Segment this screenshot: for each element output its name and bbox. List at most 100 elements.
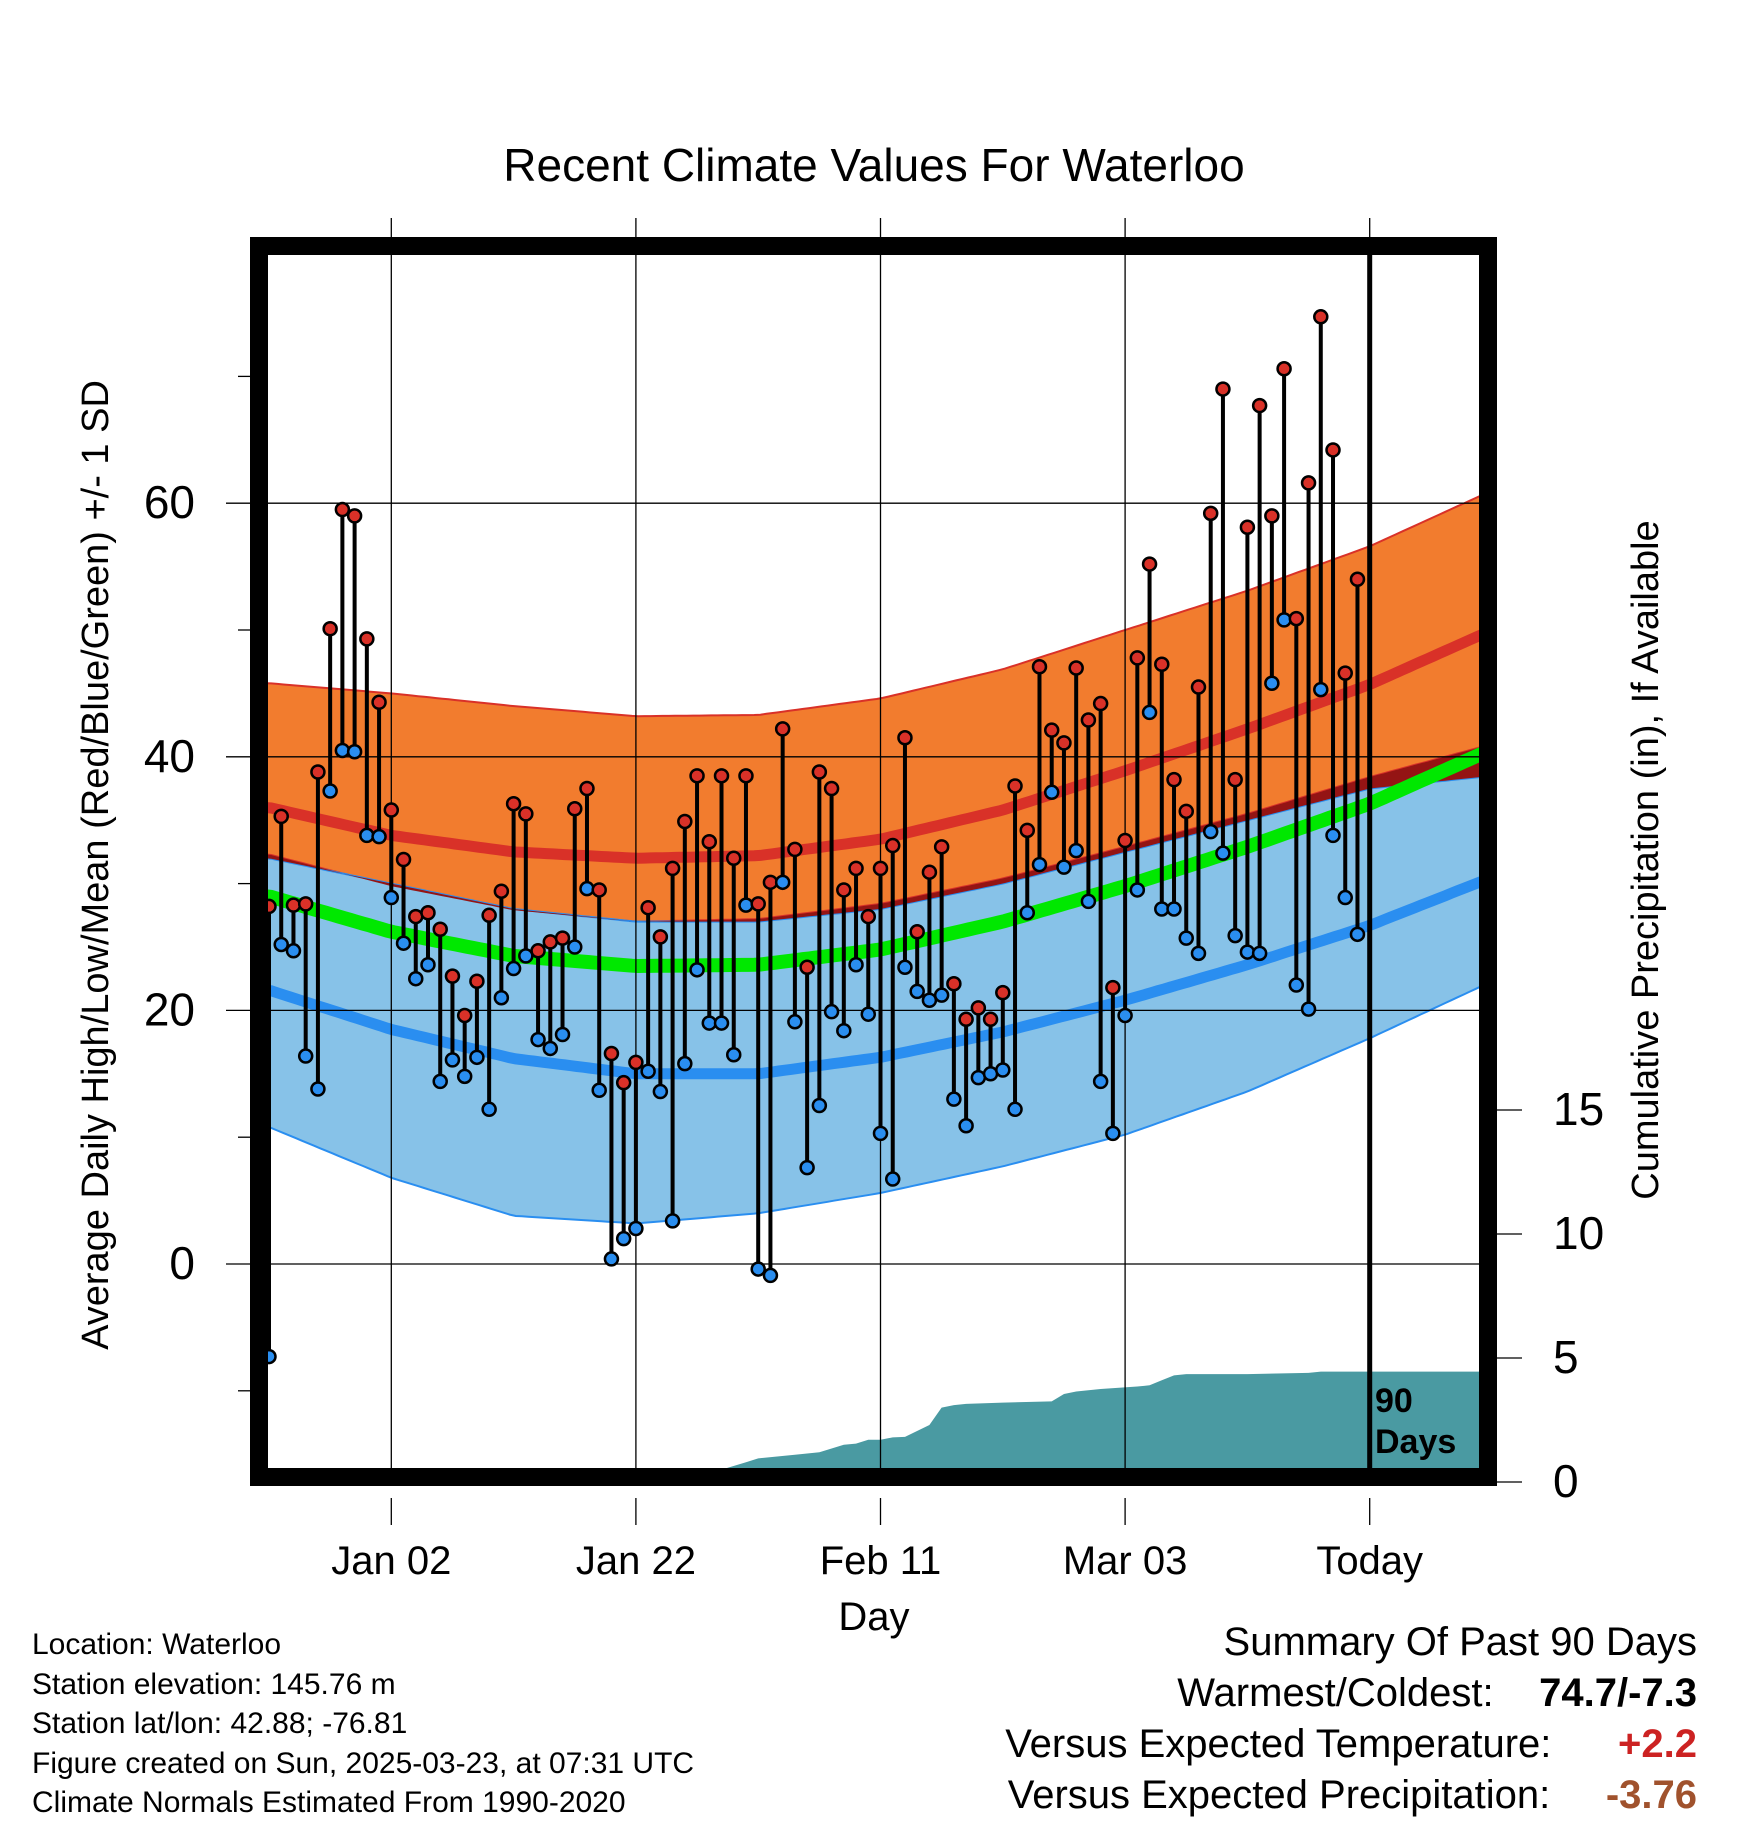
daily-high-point <box>1300 475 1317 491</box>
y-tick-label: 0 <box>169 1237 195 1289</box>
daily-high-point <box>1105 979 1121 996</box>
daily-low-point <box>884 1171 901 1187</box>
daily-high-point <box>677 813 693 830</box>
station-info: Location: Waterloo Station elevation: 14… <box>32 1625 694 1823</box>
daily-high-point <box>432 921 448 937</box>
normals-text: Climate Normals Estimated From 1990-2020 <box>32 1786 626 1819</box>
daily-low-point <box>774 874 791 891</box>
x-tick-label: Today <box>1316 1539 1423 1583</box>
daily-low-point <box>1068 842 1084 859</box>
daily-low-point <box>713 1015 730 1031</box>
daily-low-point <box>505 960 522 977</box>
high-normal-line <box>259 629 1485 864</box>
daily-low-point <box>1129 882 1146 898</box>
daily-high-point <box>1043 722 1060 738</box>
daily-high-point <box>811 764 828 780</box>
plot-frame <box>250 237 1497 1486</box>
daily-high-point <box>982 1011 999 1028</box>
daily-low-point <box>677 1055 693 1072</box>
daily-high-point <box>995 984 1011 1001</box>
daily-high-point <box>1349 571 1366 588</box>
daily-high-point <box>689 768 705 784</box>
daily-high-point <box>322 620 338 637</box>
daily-high-point <box>872 860 889 877</box>
daily-low-point <box>615 1230 632 1247</box>
daily-low-point <box>481 1101 497 1118</box>
daily-low-point <box>811 1097 828 1114</box>
daily-high-point <box>1251 397 1268 414</box>
daily-high-point <box>1325 442 1341 458</box>
daily-high-point <box>738 768 754 784</box>
y-tick-label: 20 <box>144 983 195 1035</box>
precip-row: Versus Expected Precipitation: -3.76 <box>1005 1770 1697 1821</box>
daily-low-point <box>530 1031 546 1048</box>
daily-low-point <box>628 1220 644 1237</box>
elevation-text: Station elevation: 145.76 m <box>32 1667 396 1701</box>
daily-low-point <box>1019 905 1036 921</box>
daily-low-point <box>469 1049 485 1066</box>
daily-high-point <box>1068 660 1084 676</box>
daily-low-point <box>1276 612 1292 628</box>
daily-high-point <box>273 808 289 825</box>
daily-high-point <box>518 806 534 822</box>
daily-low-point <box>823 1003 840 1020</box>
daily-low-point <box>1080 893 1097 910</box>
daily-high-point <box>713 768 730 784</box>
daily-high-point <box>774 721 791 737</box>
daily-high-point <box>1215 381 1231 397</box>
daily-high-point <box>359 631 375 647</box>
daily-high-point <box>1337 665 1353 681</box>
daily-high-point <box>787 841 803 858</box>
daily-high-point <box>725 850 742 866</box>
daily-low-point <box>664 1213 681 1229</box>
daily-low-point <box>371 828 387 845</box>
daily-high-point <box>346 508 363 524</box>
daily-high-point <box>1031 659 1048 675</box>
daily-low-point <box>603 1251 620 1267</box>
daily-low-point <box>1117 1007 1133 1024</box>
daily-low-point <box>322 783 338 799</box>
daily-low-point <box>762 1267 779 1284</box>
daily-low-point <box>640 1063 656 1080</box>
chart-title: Recent Climate Values For Waterloo <box>503 139 1244 191</box>
daily-high-point <box>1080 712 1097 728</box>
daily-low-point <box>567 939 583 955</box>
daily-high-point <box>505 795 522 812</box>
temp-value: +2.2 <box>1618 1722 1697 1766</box>
daily-low-point <box>1264 675 1280 692</box>
summary-title: Summary Of Past 90 Days <box>1223 1620 1697 1664</box>
created-text: Figure created on Sun, 2025-03-23, at 07… <box>32 1746 695 1780</box>
daily-high-point <box>1288 610 1305 627</box>
precip-label: Versus Expected Precipitation: <box>1007 1773 1551 1817</box>
daily-low-point <box>1288 977 1305 993</box>
daily-high-point <box>1019 822 1036 839</box>
daily-low-point <box>652 1083 669 1100</box>
daily-low-point <box>542 1040 559 1057</box>
daily-high-point <box>1202 505 1219 522</box>
daily-low-point <box>444 1052 461 1068</box>
daily-low-point <box>909 983 925 1000</box>
daily-low-point <box>346 743 363 760</box>
daily-high-point <box>1276 361 1292 377</box>
daily-low-point <box>836 1022 852 1039</box>
daily-low-point <box>285 943 302 959</box>
daily-low-point <box>395 935 412 951</box>
daily-low-point <box>799 1159 815 1176</box>
daily-high-point <box>823 780 840 797</box>
daily-high-point <box>591 882 607 898</box>
daily-low-point <box>1202 823 1219 840</box>
daily-low-point <box>872 1125 889 1142</box>
daily-high-point <box>848 860 864 877</box>
daily-low-point <box>1300 1001 1317 1017</box>
daily-high-point <box>860 908 877 925</box>
daily-low-point <box>1215 845 1231 861</box>
daily-low-point <box>1325 827 1341 844</box>
daily-high-point <box>603 1045 620 1062</box>
daily-high-point <box>530 943 546 959</box>
daily-high-point <box>310 764 326 780</box>
daily-low-point <box>1239 944 1256 960</box>
daily-low-point <box>579 880 595 897</box>
y-tick-label: 60 <box>144 476 195 528</box>
y2-tick-label: 0 <box>1553 1455 1579 1507</box>
